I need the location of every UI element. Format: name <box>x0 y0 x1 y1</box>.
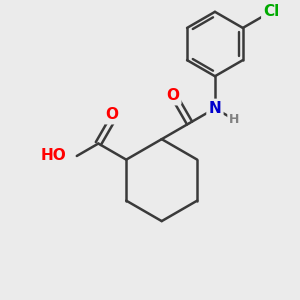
Text: HO: HO <box>41 148 67 164</box>
Text: H: H <box>229 113 239 126</box>
Text: N: N <box>208 101 221 116</box>
Text: Cl: Cl <box>263 4 280 19</box>
Text: O: O <box>166 88 179 103</box>
Text: O: O <box>106 107 119 122</box>
